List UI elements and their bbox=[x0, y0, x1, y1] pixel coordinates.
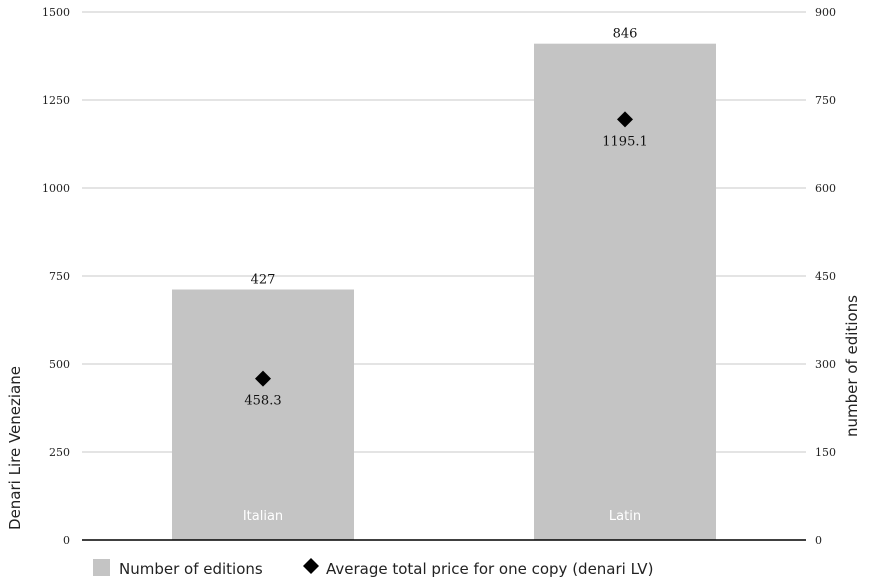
right-tick-label: 450 bbox=[815, 270, 836, 283]
left-axis-title: Denari Lire Veneziane bbox=[6, 366, 24, 530]
left-tick-label: 1500 bbox=[42, 6, 70, 19]
left-tick-label: 1000 bbox=[42, 182, 70, 195]
price-marker bbox=[617, 111, 633, 128]
markers bbox=[255, 111, 633, 387]
category-label: Latin bbox=[609, 509, 641, 524]
bars bbox=[172, 43, 716, 541]
bar bbox=[172, 289, 354, 540]
right-tick-label: 750 bbox=[815, 94, 836, 107]
bar-value-label: 846 bbox=[613, 27, 638, 42]
left-tick-label: 500 bbox=[49, 358, 70, 371]
right-axis-title: number of editions bbox=[843, 295, 861, 437]
right-tick-label: 0 bbox=[815, 534, 822, 547]
price-value-label: 1195.1 bbox=[602, 134, 648, 149]
legend-diamond-icon bbox=[303, 558, 319, 574]
legend-label-price: Average total price for one copy (denari… bbox=[326, 560, 653, 578]
left-tick-label: 1250 bbox=[42, 94, 70, 107]
left-tick-label: 0 bbox=[63, 534, 70, 547]
price-marker bbox=[255, 370, 271, 387]
legend-label-editions: Number of editions bbox=[119, 560, 263, 578]
legend: Number of editions Average total price f… bbox=[93, 558, 653, 578]
right-tick-label: 150 bbox=[815, 446, 836, 459]
right-tick-label: 600 bbox=[815, 182, 836, 195]
legend-swatch-editions bbox=[93, 559, 110, 576]
bar-value-label: 427 bbox=[251, 272, 276, 287]
left-tick-label: 250 bbox=[49, 446, 70, 459]
right-tick-label: 900 bbox=[815, 6, 836, 19]
left-tick-label: 750 bbox=[49, 270, 70, 283]
price-value-label: 458.3 bbox=[244, 394, 281, 409]
category-label: Italian bbox=[243, 509, 283, 524]
labels: 0 250 500 750 1000 1250 1500 0 150 300 450 600 750 90… bbox=[42, 6, 836, 547]
right-tick-label: 300 bbox=[815, 358, 836, 371]
